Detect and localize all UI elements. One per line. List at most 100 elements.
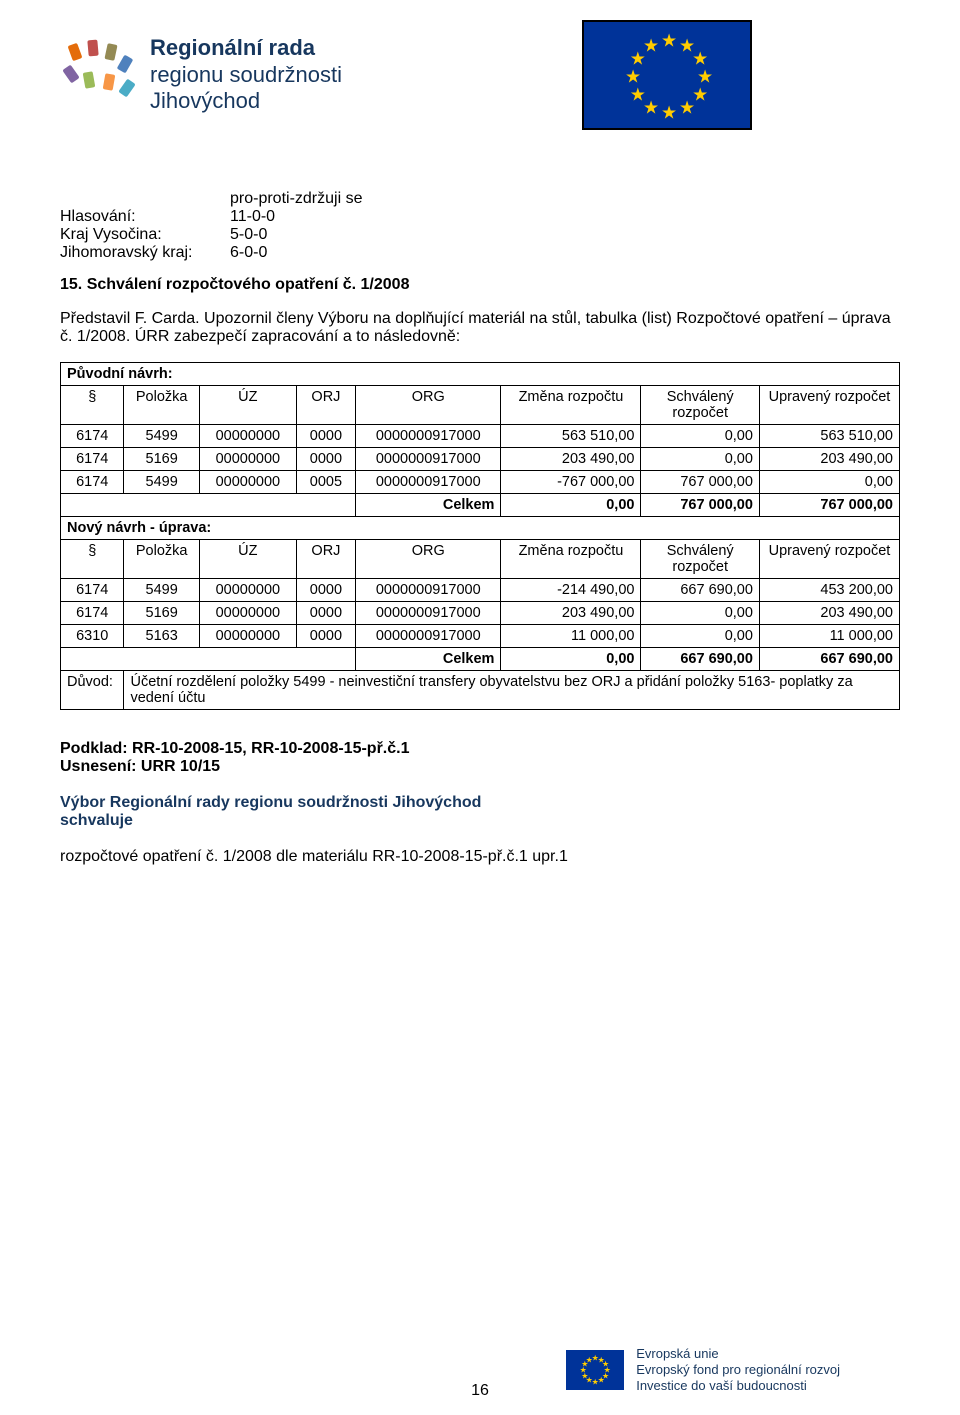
table-cell: 0000 bbox=[296, 602, 355, 625]
table-cell: 6174 bbox=[61, 425, 124, 448]
rozpoctove: rozpočtové opatření č. 1/2008 dle materi… bbox=[60, 848, 900, 866]
col-header: Změna rozpočtu bbox=[501, 540, 641, 579]
voting-label: Jihomoravský kraj: bbox=[60, 244, 230, 262]
voting-row: Kraj Vysočina: 5-0-0 bbox=[60, 226, 900, 244]
table-row: 617454990000000000000000000917000563 510… bbox=[61, 425, 900, 448]
table-cell: 5499 bbox=[124, 425, 199, 448]
eu-flag-icon: ★★★★★★★★★★★★ bbox=[582, 20, 752, 130]
col-header: Schválený rozpočet bbox=[641, 540, 759, 579]
logo-marks bbox=[60, 40, 140, 110]
duvod-row: Důvod:Účetní rozdělení položky 5499 - ne… bbox=[61, 671, 900, 710]
table-cell: 11 000,00 bbox=[501, 625, 641, 648]
table-cell: 0000000917000 bbox=[356, 448, 501, 471]
table-cell: 0,00 bbox=[641, 625, 759, 648]
table-cell: 563 510,00 bbox=[759, 425, 899, 448]
table-row: 617454990000000000000000000917000-214 49… bbox=[61, 579, 900, 602]
table-cell: 0005 bbox=[296, 471, 355, 494]
voting-label: Kraj Vysočina: bbox=[60, 226, 230, 244]
total-label: Celkem bbox=[356, 648, 501, 671]
table-cell: 453 200,00 bbox=[759, 579, 899, 602]
table-cell: 0000000917000 bbox=[356, 471, 501, 494]
table-cell: 00000000 bbox=[199, 425, 296, 448]
page-number: 16 bbox=[0, 1382, 960, 1400]
table-cell: 0000000917000 bbox=[356, 602, 501, 625]
table-cell: 6310 bbox=[61, 625, 124, 648]
table-cell: 6174 bbox=[61, 602, 124, 625]
table-cell: 5169 bbox=[124, 448, 199, 471]
table-cell: 563 510,00 bbox=[501, 425, 641, 448]
euf-line2: Evropský fond pro regionální rozvoj bbox=[636, 1362, 840, 1378]
voting-block: pro-proti-zdržuji se Hlasování: 11-0-0 K… bbox=[60, 190, 900, 262]
table-row: 617451690000000000000000000917000203 490… bbox=[61, 602, 900, 625]
table-cell: 203 490,00 bbox=[501, 602, 641, 625]
table-cell: -214 490,00 bbox=[501, 579, 641, 602]
table-cell: -767 000,00 bbox=[501, 471, 641, 494]
col-header: Položka bbox=[124, 540, 199, 579]
page: Regionální rada regionu soudržnosti Jiho… bbox=[0, 0, 960, 1415]
table-cell: 0,00 bbox=[759, 471, 899, 494]
table-cell: 0000000917000 bbox=[356, 625, 501, 648]
euf-line1: Evropská unie bbox=[636, 1346, 840, 1362]
header-logos: Regionální rada regionu soudržnosti Jiho… bbox=[60, 20, 900, 130]
eu-star-icon: ★ bbox=[630, 85, 646, 106]
table-cell: 0000000917000 bbox=[356, 425, 501, 448]
table-cell: 203 490,00 bbox=[501, 448, 641, 471]
table-row: 617454990000000000050000000917000-767 00… bbox=[61, 471, 900, 494]
table-cell bbox=[61, 494, 356, 517]
table-cell: 00000000 bbox=[199, 471, 296, 494]
table-cell: 00000000 bbox=[199, 579, 296, 602]
col-header: ORJ bbox=[296, 540, 355, 579]
usneseni: Usnesení: URR 10/15 bbox=[60, 758, 900, 776]
podklad: Podklad: RR-10-2008-15, RR-10-2008-15-př… bbox=[60, 740, 900, 758]
col-header: ÚZ bbox=[199, 540, 296, 579]
table-section-row: Nový návrh - úprava: bbox=[61, 517, 900, 540]
table-cell: 11 000,00 bbox=[759, 625, 899, 648]
duvod-text: Účetní rozdělení položky 5499 - neinvest… bbox=[124, 671, 900, 710]
table-cell: 0000 bbox=[296, 625, 355, 648]
eu-star-icon: ★ bbox=[661, 103, 677, 124]
table-cell: 667 690,00 bbox=[641, 579, 759, 602]
org-name: Regionální rada regionu soudržnosti Jiho… bbox=[150, 35, 342, 114]
col-header: Položka bbox=[124, 386, 199, 425]
total-cell: 667 690,00 bbox=[641, 648, 759, 671]
voting-value: 6-0-0 bbox=[230, 244, 267, 262]
org-logo: Regionální rada regionu soudržnosti Jiho… bbox=[60, 35, 342, 114]
total-cell: 0,00 bbox=[501, 494, 641, 517]
voting-value: 11-0-0 bbox=[230, 208, 275, 226]
eu-star-icon: ★ bbox=[625, 67, 641, 88]
table-cell: 0000 bbox=[296, 425, 355, 448]
table-cell: 0,00 bbox=[641, 448, 759, 471]
total-cell: 767 000,00 bbox=[641, 494, 759, 517]
table-cell: 0000000917000 bbox=[356, 579, 501, 602]
table-cell: 203 490,00 bbox=[759, 448, 899, 471]
vybor: Výbor Regionální rady regionu soudržnost… bbox=[60, 794, 900, 812]
col-header: § bbox=[61, 386, 124, 425]
table-cell bbox=[61, 648, 356, 671]
table-cell: 0000 bbox=[296, 579, 355, 602]
col-header: Změna rozpočtu bbox=[501, 386, 641, 425]
table-cell: 5163 bbox=[124, 625, 199, 648]
table-cell: 203 490,00 bbox=[759, 602, 899, 625]
eu-star-icon: ★ bbox=[661, 31, 677, 52]
table-cell: 5169 bbox=[124, 602, 199, 625]
table-total-row: Celkem0,00667 690,00667 690,00 bbox=[61, 648, 900, 671]
col-header: ORG bbox=[356, 386, 501, 425]
voting-row: Jihomoravský kraj: 6-0-0 bbox=[60, 244, 900, 262]
table-header-row: § Položka ÚZ ORJ ORG Změna rozpočtu Schv… bbox=[61, 386, 900, 425]
schvaluje: schvaluje bbox=[60, 812, 900, 830]
org-name-line3: Jihovýchod bbox=[150, 88, 342, 114]
table-block1-label: Původní návrh: bbox=[60, 362, 900, 385]
voting-value: 5-0-0 bbox=[230, 226, 267, 244]
voting-row: Hlasování: 11-0-0 bbox=[60, 208, 900, 226]
total-label: Celkem bbox=[356, 494, 501, 517]
col-header: Upravený rozpočet bbox=[759, 540, 899, 579]
eu-star-icon: ★ bbox=[643, 35, 659, 56]
budget-table: § Položka ÚZ ORJ ORG Změna rozpočtu Schv… bbox=[60, 385, 900, 710]
table-total-row: Celkem0,00767 000,00767 000,00 bbox=[61, 494, 900, 517]
section-paragraph: Představil F. Carda. Upozornil členy Výb… bbox=[60, 310, 900, 346]
col-header: ORG bbox=[356, 540, 501, 579]
table-cell: 0000 bbox=[296, 448, 355, 471]
table-row: 617451690000000000000000000917000203 490… bbox=[61, 448, 900, 471]
table-cell: 6174 bbox=[61, 448, 124, 471]
col-header: Schválený rozpočet bbox=[641, 386, 759, 425]
